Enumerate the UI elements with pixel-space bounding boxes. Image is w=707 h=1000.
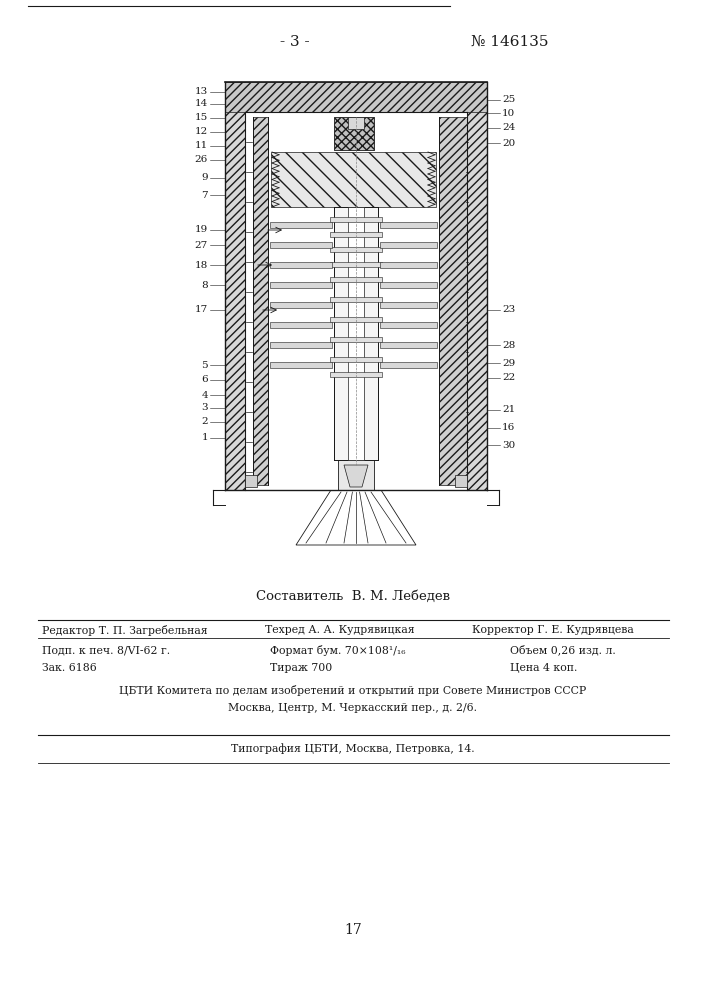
Text: 10: 10 [502,108,515,117]
Bar [380,322,437,328]
Text: 30: 30 [502,440,515,450]
Bar [380,342,437,348]
Text: - 3 -: - 3 - [280,35,310,49]
Text: 18: 18 [194,260,208,269]
Bar [330,247,382,252]
Text: 8: 8 [201,280,208,290]
Bar [330,297,382,302]
Bar [330,217,382,222]
Bar [270,322,332,328]
Bar [439,117,467,485]
Bar [380,302,437,308]
Text: Техред А. А. Кудрявицкая: Техред А. А. Кудрявицкая [265,625,414,635]
Bar [270,222,332,228]
Text: Редактор Т. П. Загребельная: Редактор Т. П. Загребельная [42,624,208,636]
Text: 22: 22 [502,373,515,382]
Bar [270,282,332,288]
Text: 20: 20 [502,138,515,147]
Bar [270,342,332,348]
Text: 7: 7 [201,190,208,200]
Bar [270,302,332,308]
Bar [330,357,382,362]
Bar [330,262,382,267]
Polygon shape [296,490,416,545]
Text: 4: 4 [201,390,208,399]
Bar [271,152,436,207]
Text: 24: 24 [502,123,515,132]
Text: 2: 2 [201,418,208,426]
Text: 15: 15 [194,113,208,122]
Bar [334,207,378,460]
Text: 1: 1 [201,434,208,442]
Text: 17: 17 [194,306,208,314]
Bar [334,117,374,150]
Text: 9: 9 [201,174,208,182]
Text: 5: 5 [201,360,208,369]
Bar [330,232,382,237]
Text: Зак. 6186: Зак. 6186 [42,663,97,673]
Text: 6: 6 [201,375,208,384]
Bar [270,362,332,368]
Bar [225,82,487,112]
Text: 14: 14 [194,100,208,108]
Text: 3: 3 [201,403,208,412]
Text: Подп. к печ. 8/VI-62 г.: Подп. к печ. 8/VI-62 г. [42,645,170,655]
Text: Цена 4 коп.: Цена 4 коп. [510,663,578,673]
Text: № 146135: № 146135 [472,35,549,49]
Bar [225,82,245,490]
Text: Корректор Г. Е. Кудрявцева: Корректор Г. Е. Кудрявцева [472,625,633,635]
Bar [245,475,257,487]
Text: 29: 29 [502,359,515,367]
Text: 23: 23 [502,306,515,314]
Text: 12: 12 [194,127,208,136]
Bar [380,242,437,248]
Text: 16: 16 [502,424,515,432]
Text: 25: 25 [502,96,515,104]
Bar [380,362,437,368]
Text: Формат бум. 70×108¹/₁₆: Формат бум. 70×108¹/₁₆ [270,645,406,656]
Text: 13: 13 [194,88,208,97]
Text: 27: 27 [194,240,208,249]
Text: 21: 21 [502,406,515,414]
Text: 26: 26 [194,155,208,164]
Bar [348,207,364,460]
Bar [455,475,467,487]
Polygon shape [344,465,368,487]
Text: 17: 17 [344,923,362,937]
Bar [330,277,382,282]
Bar [330,317,382,322]
Bar [270,262,332,268]
Bar [348,117,364,129]
Text: Типография ЦБТИ, Москва, Петровка, 14.: Типография ЦБТИ, Москва, Петровка, 14. [231,744,475,754]
Bar [330,372,382,377]
Bar [467,82,487,490]
Bar [380,262,437,268]
Bar [330,337,382,342]
Bar [270,242,332,248]
Bar [380,282,437,288]
Bar [245,112,467,490]
Text: 28: 28 [502,340,515,350]
Text: Объем 0,26 изд. л.: Объем 0,26 изд. л. [510,645,616,655]
Bar [253,117,268,485]
Text: Москва, Центр, М. Черкасский пер., д. 2/6.: Москва, Центр, М. Черкасский пер., д. 2/… [228,703,477,713]
Text: Составитель  В. М. Лебедев: Составитель В. М. Лебедев [256,589,450,602]
Bar [338,460,374,490]
Bar [380,222,437,228]
Text: ЦБТИ Комитета по делам изобретений и открытий при Совете Министров СССР: ЦБТИ Комитета по делам изобретений и отк… [119,684,587,696]
Text: 11: 11 [194,141,208,150]
Text: Тираж 700: Тираж 700 [270,663,332,673]
Text: 19: 19 [194,226,208,234]
